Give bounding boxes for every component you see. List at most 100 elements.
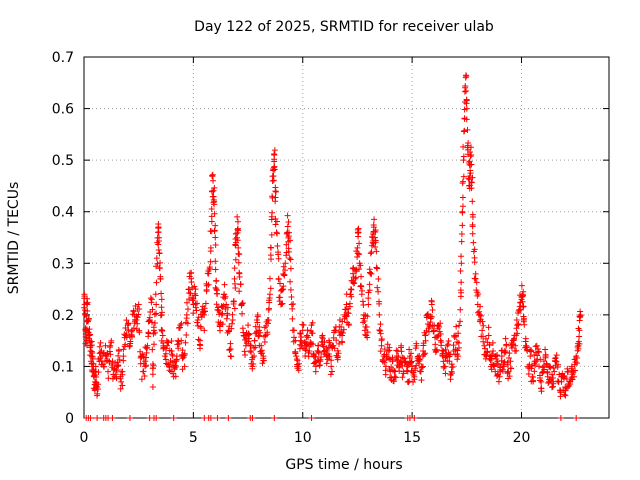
data-point [461,88,468,95]
data-point [272,221,279,228]
data-point [119,368,126,375]
data-point [206,265,213,272]
data-point [214,290,221,297]
data-point [508,345,515,352]
data-point [285,219,292,226]
data-point [153,263,160,270]
data-point [544,369,551,376]
data-point [102,342,109,349]
data-point [284,212,291,219]
data-point [231,265,238,272]
data-point [266,299,273,306]
data-point [460,143,467,150]
data-point [169,351,176,358]
data-point [336,332,343,339]
data-point [130,307,137,314]
data-point [101,363,108,370]
data-point [459,209,466,216]
data-point [95,381,102,388]
data-point [479,333,486,340]
data-point [518,282,525,289]
data-point [458,230,465,237]
data-point [155,225,162,232]
y-tick-label: 0.5 [52,153,74,169]
data-point [279,300,286,307]
data-point [312,353,319,360]
data-point [183,331,190,338]
data-point [476,308,483,315]
data-point [213,301,220,308]
data-point [188,269,195,276]
data-point [157,312,164,319]
data-point [345,310,352,317]
data-point [513,347,520,354]
data-point [485,332,492,339]
data-point [471,259,478,266]
data-point [381,359,388,366]
data-point [525,370,532,377]
data-point [153,310,160,317]
data-point [228,320,235,327]
data-point [229,311,236,318]
data-point [217,327,224,334]
y-tick-label: 0.1 [52,359,74,375]
data-point [256,332,263,339]
data-point [293,356,300,363]
data-point [468,185,475,192]
data-point [181,350,188,357]
data-point [454,356,461,363]
data-point [126,343,133,350]
data-point [165,339,172,346]
data-point [179,366,186,373]
data-point [433,346,440,353]
data-point [441,363,448,370]
data-point [364,313,371,320]
data-point [173,353,180,360]
data-point [428,313,435,320]
data-point [514,330,521,337]
data-point [410,378,417,385]
data-point [530,378,537,385]
data-point [251,353,258,360]
data-point [149,346,156,353]
data-point [468,144,475,151]
data-point [166,347,173,354]
data-point [553,352,560,359]
data-point [274,242,281,249]
data-point [466,158,473,165]
data-point [393,347,400,354]
data-point [449,363,456,370]
x-axis-label: GPS time / hours [285,457,402,473]
data-point [168,338,175,345]
data-point [430,328,437,335]
data-point [538,378,545,385]
data-point [185,286,192,293]
data-point [210,193,217,200]
data-point [130,325,137,332]
data-point [355,233,362,240]
data-point [315,349,322,356]
data-point [489,339,496,346]
data-point [384,341,391,348]
data-point [157,259,164,266]
data-point [469,230,476,237]
data-point [194,322,201,329]
data-point [323,360,330,367]
data-point [113,375,120,382]
data-point [142,363,149,370]
data-point [214,415,221,421]
data-point [277,280,284,287]
data-point [153,415,160,421]
data-point [272,188,279,195]
data-point [465,140,472,147]
data-point [270,177,277,184]
data-point [477,303,484,310]
data-point [114,362,121,369]
data-point [149,306,156,313]
data-point [388,364,395,371]
data-point [538,388,545,395]
data-point [163,345,170,352]
data-point [267,244,274,251]
data-point [348,286,355,293]
data-point [227,340,234,347]
